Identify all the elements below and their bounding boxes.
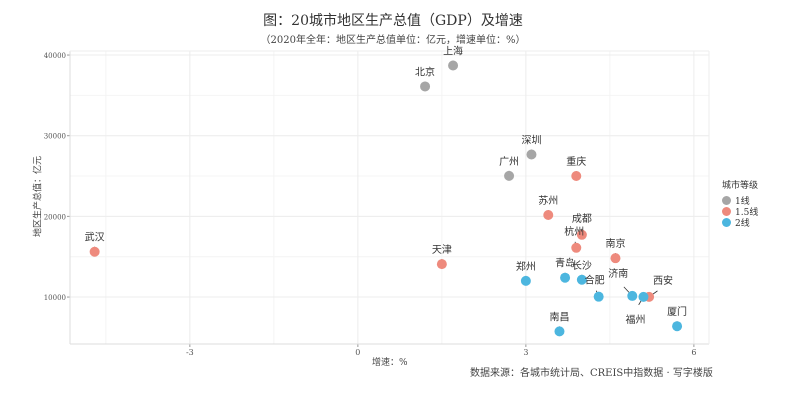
data-point xyxy=(627,290,638,301)
point-label: 苏州 xyxy=(538,194,558,207)
chart-title: 图：20城市地区生产总值（GDP）及增速 xyxy=(263,13,523,29)
data-point xyxy=(576,274,587,285)
y-tick-label: 30000 xyxy=(44,133,66,141)
data-point xyxy=(520,275,531,286)
data-point xyxy=(448,60,459,71)
x-tick-label: -3 xyxy=(186,348,194,357)
x-tick-label: 6 xyxy=(691,348,696,357)
point-label: 广州 xyxy=(499,156,519,168)
point-label: 福州 xyxy=(625,313,645,326)
legend-swatch xyxy=(722,207,731,216)
data-point xyxy=(672,321,683,332)
point-label: 长沙 xyxy=(572,260,592,272)
point-label: 杭州 xyxy=(564,225,584,238)
legend-item-tier2: 2线 xyxy=(722,217,758,229)
data-point xyxy=(504,170,515,181)
x-tick-label: 3 xyxy=(523,348,528,357)
point-label: 成都 xyxy=(572,213,592,225)
point-label: 深圳 xyxy=(521,135,541,147)
point-label: 南京 xyxy=(605,237,625,250)
legend-swatch xyxy=(722,196,731,205)
legend: 城市等级 1线 1.5线 2线 xyxy=(722,178,759,229)
data-point xyxy=(543,209,554,220)
point-label: 西安 xyxy=(653,274,673,287)
data-point xyxy=(610,253,621,264)
x-axis-label: 增速：% xyxy=(372,358,408,368)
legend-label: 1线 xyxy=(735,197,750,207)
point-label: 重庆 xyxy=(566,155,586,168)
point-label: 北京 xyxy=(415,65,435,78)
y-tick-label: 10000 xyxy=(44,294,66,302)
data-point xyxy=(526,149,537,160)
legend-swatch xyxy=(722,218,731,227)
legend-label: 1.5线 xyxy=(735,208,759,218)
point-label: 天津 xyxy=(432,244,452,256)
point-label: 济南 xyxy=(608,267,628,280)
legend-item-tier15: 1.5线 xyxy=(722,206,759,218)
y-tick-label: 40000 xyxy=(44,52,66,60)
data-point xyxy=(420,81,431,92)
point-label: 青岛 xyxy=(555,257,575,270)
chart-subtitle: （2020年全年：地区生产总值单位：亿元，增速单位：%） xyxy=(260,35,526,46)
point-label: 郑州 xyxy=(516,260,536,273)
data-point xyxy=(560,272,571,283)
data-point xyxy=(571,242,582,253)
x-tick-label: 0 xyxy=(355,348,360,357)
data-point xyxy=(638,291,649,302)
legend-label: 2线 xyxy=(735,219,750,229)
data-point xyxy=(554,326,565,337)
point-label: 厦门 xyxy=(667,305,687,318)
point-label: 武汉 xyxy=(85,231,105,244)
y-tick-label: 20000 xyxy=(44,213,66,221)
data-point xyxy=(576,229,587,240)
point-label: 上海 xyxy=(443,45,463,58)
data-point xyxy=(436,259,447,270)
legend-item-tier1: 1线 xyxy=(722,195,758,207)
data-point xyxy=(571,171,582,182)
point-label: 合肥 xyxy=(585,274,605,287)
legend-title: 城市等级 xyxy=(722,181,759,191)
data-point xyxy=(593,291,604,302)
point-label: 南昌 xyxy=(549,310,569,323)
data-point xyxy=(89,246,100,257)
source-note: 数据来源：各城市统计局、CREIS中指数据 · 写字楼版 xyxy=(470,368,713,379)
